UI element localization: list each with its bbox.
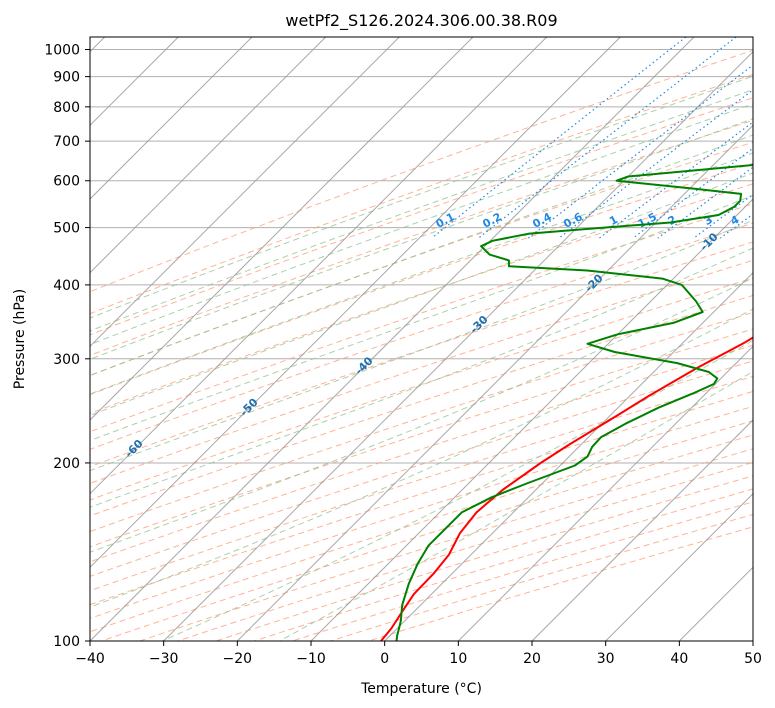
isotherm — [457, 345, 753, 641]
isotherm — [90, 37, 548, 495]
dry-adiabat — [90, 141, 753, 376]
dry-adiabat — [90, 311, 753, 533]
x-tick-label: −10 — [296, 651, 326, 667]
dry-adiabat — [101, 434, 753, 641]
isotherm — [90, 37, 253, 200]
y-tick-label: 500 — [53, 221, 80, 237]
moist-adiabat — [90, 152, 753, 395]
isotherm — [90, 37, 474, 421]
y-tick-label: 800 — [53, 100, 80, 116]
isotherm-label: -60 — [122, 437, 145, 460]
moist-adiabat — [90, 219, 753, 472]
isotherm — [163, 50, 753, 641]
moist-adiabat — [90, 194, 753, 442]
plot-frame — [89, 36, 754, 642]
y-tick-label: 600 — [53, 174, 80, 190]
dry-adiabat — [177, 461, 753, 641]
isotherm — [384, 271, 753, 641]
dry-adiabat — [90, 241, 753, 468]
dry-adiabat — [292, 501, 753, 641]
mixing-ratio-label: 6 — [767, 213, 775, 228]
y-tick-label: 100 — [53, 634, 80, 650]
dry-adiabat — [90, 360, 753, 577]
x-tick-label: 10 — [449, 651, 467, 667]
dry-adiabat — [90, 328, 753, 548]
x-tick-label: 30 — [597, 651, 615, 667]
chart-title: wetPf2_S126.2024.306.00.38.R09 — [285, 11, 557, 31]
dry-adiabat — [90, 119, 753, 356]
moist-adiabat — [90, 118, 753, 360]
moist-adiabat — [90, 89, 753, 332]
dry-adiabat — [330, 513, 753, 641]
x-tick-label: 50 — [744, 651, 762, 667]
dry-adiabat — [90, 97, 753, 336]
dry-adiabat — [90, 259, 753, 485]
x-tick-label: 0 — [380, 651, 389, 667]
axes: −40 −30 −20 −10 0 10 20 30 40 50 100 200 300 400 500 60… — [44, 43, 762, 667]
dry-adiabat — [90, 277, 753, 501]
profile-lines — [380, 164, 753, 641]
isotherm — [531, 419, 753, 641]
mixing-ratio-line — [527, 64, 753, 239]
y-tick-label: 700 — [53, 134, 80, 150]
dry-adiabat — [215, 475, 753, 641]
x-tick-label: 20 — [523, 651, 541, 667]
temperature-profile — [380, 336, 753, 641]
dry-adiabat — [90, 183, 753, 414]
x-axis-title: Temperature (°C) — [360, 681, 482, 697]
y-axis-title: Pressure (hPa) — [12, 289, 28, 389]
mixing-ratio-line — [478, 37, 737, 239]
isotherm-label: -30 — [467, 313, 490, 336]
isotherm — [90, 37, 695, 641]
isotherm-label: -70 — [7, 478, 30, 501]
mixing-ratio-line — [719, 213, 753, 239]
moist-adiabat — [90, 247, 753, 508]
moist-adiabat — [90, 277, 753, 553]
moist-adiabat — [90, 103, 753, 346]
y-tick-label: 1000 — [44, 43, 80, 59]
x-tick-label: −40 — [75, 651, 105, 667]
dry-adiabat — [90, 390, 753, 606]
dry-adiabat — [139, 448, 753, 641]
dry-adiabat — [90, 203, 753, 433]
x-tick-label: 40 — [670, 651, 688, 667]
dry-adiabat — [254, 488, 753, 641]
isotherm — [236, 124, 753, 641]
dry-adiabat — [90, 222, 753, 450]
moist-adiabat — [90, 134, 753, 377]
y-tick-label: 900 — [53, 70, 80, 86]
dry-adiabat — [90, 162, 753, 396]
isotherm-label: -10 — [697, 230, 720, 253]
mixing-ratio-line — [657, 166, 753, 239]
dry-adiabat — [90, 49, 753, 293]
x-tick-label: −30 — [149, 651, 179, 667]
y-tick-label: 300 — [53, 352, 80, 368]
background-lines — [90, 37, 775, 641]
isotherm — [752, 640, 753, 641]
mixing-ratio-line — [431, 37, 687, 239]
isotherm — [90, 37, 327, 274]
moist-adiabat — [90, 75, 753, 319]
dry-adiabat — [90, 294, 753, 517]
x-tick-label: −20 — [223, 651, 253, 667]
y-tick-label: 400 — [53, 278, 80, 294]
mixing-ratio-line — [599, 121, 753, 239]
isotherm — [310, 198, 753, 641]
dry-adiabat — [90, 344, 753, 563]
isotherm — [90, 37, 400, 348]
mixing-ratio-line — [759, 37, 775, 238]
y-tick-label: 200 — [53, 456, 80, 472]
dry-adiabat — [368, 526, 753, 641]
dry-adiabat — [90, 73, 753, 315]
dry-adiabat — [90, 375, 753, 592]
isotherm — [90, 37, 621, 569]
dewpoint-profile — [395, 164, 753, 641]
isotherm — [605, 492, 753, 641]
moist-adiabat — [90, 308, 753, 608]
mixing-ratio-line — [693, 193, 753, 239]
isotherm-label: -20 — [582, 271, 605, 294]
moist-adiabat — [90, 172, 753, 416]
